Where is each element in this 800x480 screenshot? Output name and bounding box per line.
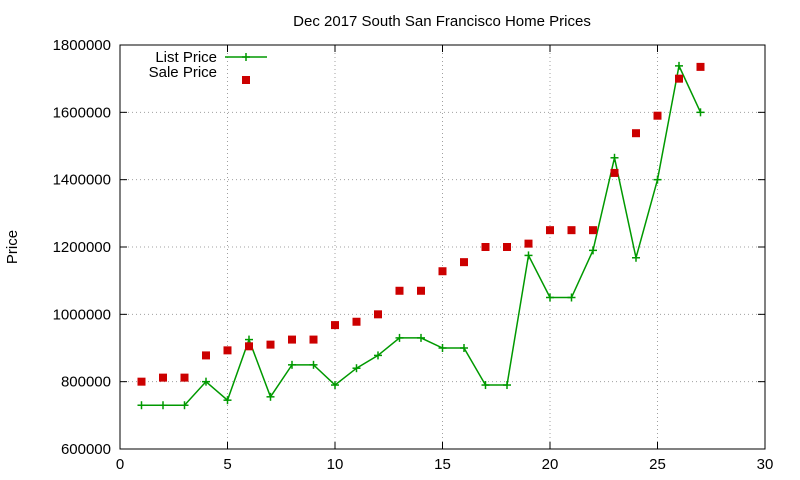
legend-swatch-marker <box>242 76 250 84</box>
x-tick-label: 25 <box>649 456 666 473</box>
data-point <box>202 351 210 360</box>
legend-entry: Sale Price <box>149 64 250 84</box>
axis-ticks: 0 5 10 15 20 25 30 600000 800000 1000000 1200000 14… <box>53 37 774 473</box>
data-point <box>202 377 210 386</box>
series-list-price <box>137 61 705 410</box>
legend-swatch-marker <box>242 53 250 61</box>
data-point <box>331 321 339 330</box>
data-point <box>245 342 253 351</box>
data-point <box>374 310 382 319</box>
data-point <box>266 340 275 349</box>
data-point <box>460 344 468 352</box>
data-point <box>610 153 619 162</box>
data-point <box>546 293 554 302</box>
data-point <box>438 267 447 276</box>
data-point <box>653 175 662 184</box>
data-point <box>675 61 683 70</box>
legend-entry: List Price <box>155 49 267 66</box>
data-point <box>223 346 232 355</box>
data-point <box>589 246 597 255</box>
data-point <box>137 377 146 386</box>
data-point <box>309 360 318 369</box>
data-point <box>245 335 253 344</box>
data-point <box>460 258 468 267</box>
y-tick-label: 1400000 <box>53 172 111 189</box>
x-tick-label: 10 <box>327 456 344 473</box>
y-tick-label: 1800000 <box>53 37 111 54</box>
data-point <box>159 401 167 410</box>
data-point <box>438 344 447 352</box>
data-point <box>417 286 425 295</box>
data-point <box>159 373 167 382</box>
data-point <box>632 253 640 262</box>
y-tick-label: 800000 <box>61 374 111 391</box>
data-point <box>632 129 640 138</box>
chart-title: Dec 2017 South San Francisco Home Prices <box>293 13 591 30</box>
x-tick-label: 0 <box>116 456 124 473</box>
series-sale-price <box>137 62 705 386</box>
data-point <box>395 333 404 342</box>
data-point <box>266 392 275 401</box>
data-point <box>653 111 662 120</box>
data-point <box>352 364 361 373</box>
x-tick-label: 30 <box>757 456 774 473</box>
y-tick-label: 600000 <box>61 441 111 458</box>
data-point <box>288 360 296 369</box>
data-point <box>481 243 490 251</box>
y-tick-label: 1600000 <box>53 104 111 121</box>
data-point <box>395 286 404 295</box>
y-axis-label: Price <box>4 230 21 264</box>
data-point <box>352 317 361 326</box>
x-tick-label: 15 <box>434 456 451 473</box>
data-point <box>524 239 533 248</box>
data-point <box>223 396 232 405</box>
data-point <box>288 335 296 344</box>
data-point <box>374 351 382 360</box>
legend-label: Sale Price <box>149 64 217 81</box>
data-point <box>180 373 189 382</box>
data-point <box>331 381 339 390</box>
data-point <box>180 401 189 410</box>
data-point <box>567 226 576 235</box>
x-tick-label: 5 <box>223 456 231 473</box>
data-point <box>696 62 705 71</box>
grid <box>120 45 765 449</box>
series-layer <box>137 61 705 410</box>
data-point <box>546 226 554 235</box>
data-point <box>503 243 511 251</box>
data-point <box>417 333 425 342</box>
data-point <box>137 401 146 410</box>
data-point <box>309 335 318 344</box>
data-point <box>524 251 533 260</box>
data-point <box>567 293 576 302</box>
x-tick-label: 20 <box>542 456 559 473</box>
data-point <box>589 226 597 235</box>
data-point <box>675 74 683 83</box>
y-tick-label: 1200000 <box>53 239 111 256</box>
data-point <box>481 381 490 390</box>
y-tick-label: 1000000 <box>53 306 111 323</box>
data-point <box>696 108 705 117</box>
legend-label: List Price <box>155 49 217 66</box>
data-point <box>503 381 511 390</box>
data-point <box>610 168 619 177</box>
